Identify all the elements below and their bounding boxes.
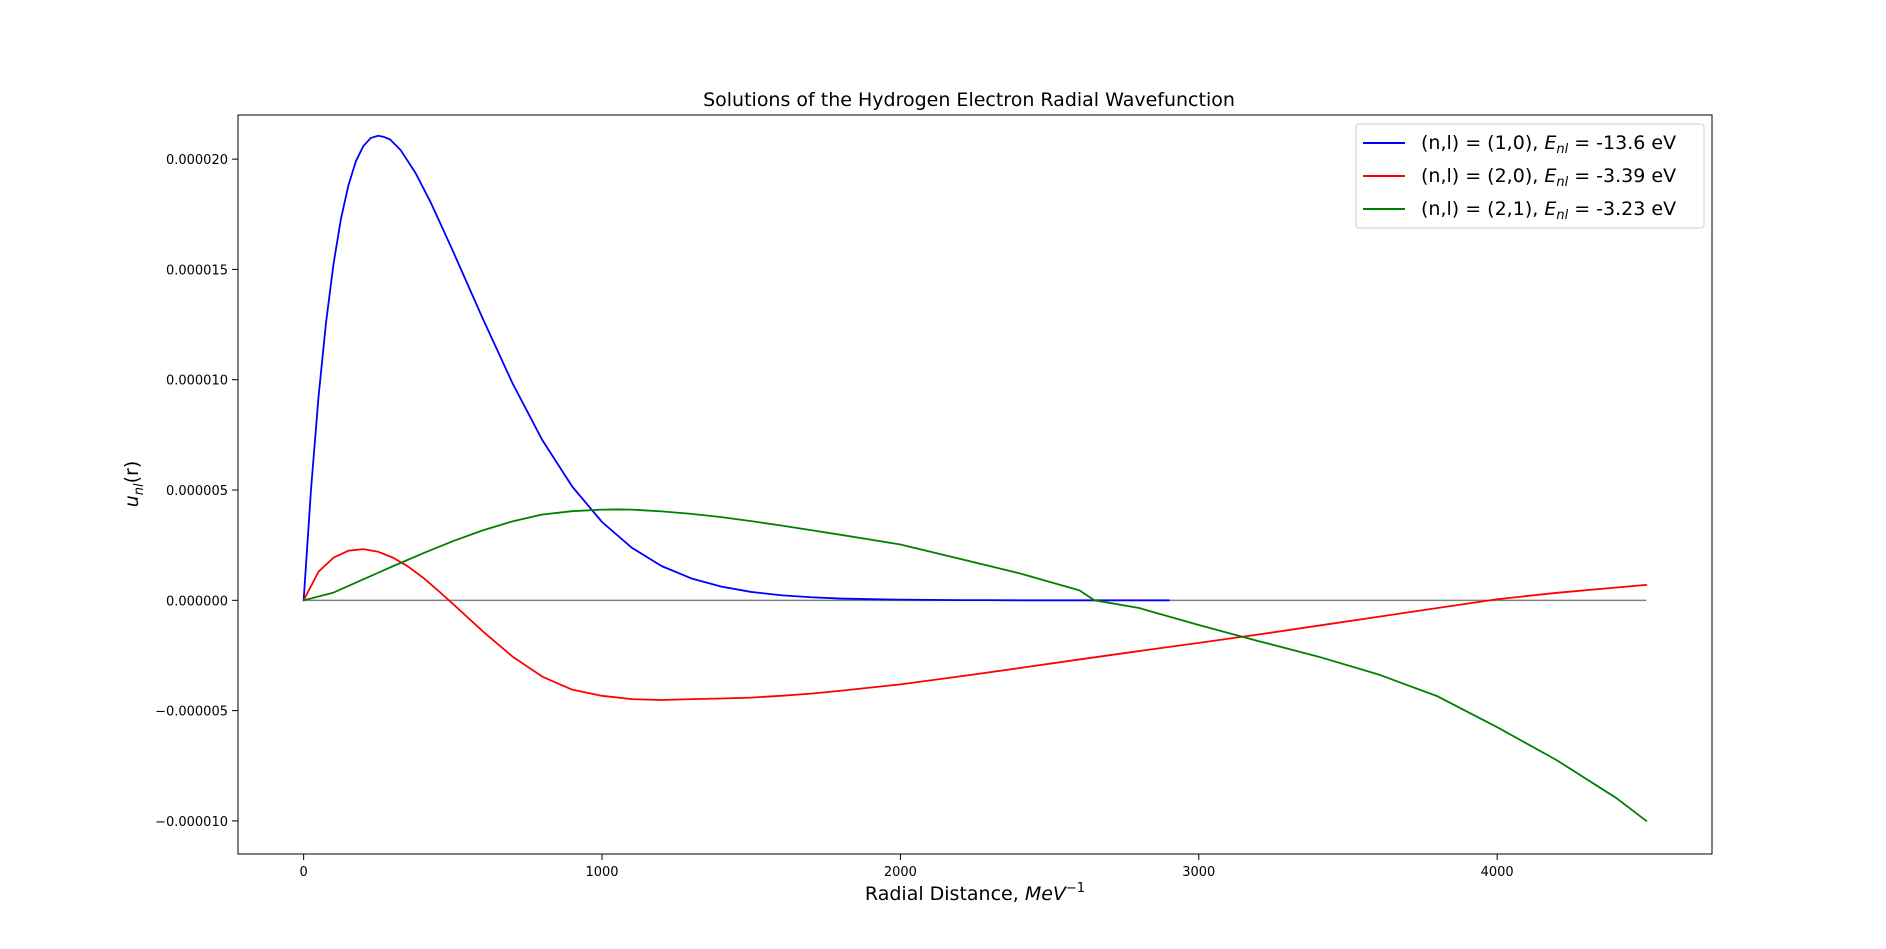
legend-label-1-prefix: (n,l) = (1,0), [1421,132,1544,154]
x-axis-title-prefix: Radial Distance, [865,883,1025,905]
y-axis-title-subscript: nl [132,483,147,495]
y-tick-label: −0.000005 [155,705,228,720]
x-axis-title-math: MeV [1025,883,1068,905]
x-axis-title-superscript: −1 [1066,881,1085,896]
y-tick-label: 0.000005 [166,484,228,499]
series-line-3 [302,508,1648,822]
legend-label-1-subscript: nl [1556,142,1568,157]
y-tick-label: 0.000010 [166,374,228,389]
series-line-1 [302,134,1170,602]
y-axis-title-math: u [121,495,143,507]
plot-frame [237,114,1713,855]
legend-label-1-suffix: = -13.6 eV [1568,132,1676,154]
y-axis-title-suffix: (r) [121,461,143,484]
plot-area [302,134,1648,822]
x-tick-label: 0 [300,865,308,880]
x-tick-label: 2000 [884,865,917,880]
legend-label-3-prefix: (n,l) = (2,1), [1421,198,1544,220]
legend-label-2: (n,l) = (2,0), Enl = -3.39 eV [1421,165,1676,190]
legend-label-1-math: E [1544,132,1556,154]
y-tick-label: 0.000015 [166,263,228,278]
y-axis: 0.000020 0.000015 0.000010 0.000005 0.000000… [155,153,238,830]
legend-label-3-suffix: = -3.23 eV [1568,198,1676,220]
x-axis-title: Radial Distance, MeV−1 [865,881,1085,905]
y-axis-title: unl(r) [121,461,147,508]
legend: (n,l) = (1,0), Enl = -13.6 eV (n,l) = (2… [1355,123,1705,229]
x-axis: 0 1000 2000 3000 4000 [300,854,1514,880]
legend-label-3: (n,l) = (2,1), Enl = -3.23 eV [1421,198,1676,223]
legend-label-1: (n,l) = (1,0), Enl = -13.6 eV [1421,132,1676,157]
y-tick-label: 0.000020 [166,153,228,168]
legend-label-3-math: E [1544,198,1556,220]
chart-title: Solutions of the Hydrogen Electron Radia… [703,89,1235,111]
x-tick-label: 1000 [585,865,618,880]
legend-label-2-suffix: = -3.39 eV [1568,165,1676,187]
legend-frame [1355,123,1705,229]
y-tick-label: 0.000000 [166,594,228,609]
x-tick-label: 4000 [1481,865,1514,880]
legend-label-3-subscript: nl [1556,208,1568,223]
legend-label-2-subscript: nl [1556,175,1568,190]
y-tick-label: −0.000010 [155,815,228,830]
legend-label-2-math: E [1544,165,1556,187]
x-tick-label: 3000 [1182,865,1215,880]
legend-label-2-prefix: (n,l) = (2,0), [1421,165,1544,187]
